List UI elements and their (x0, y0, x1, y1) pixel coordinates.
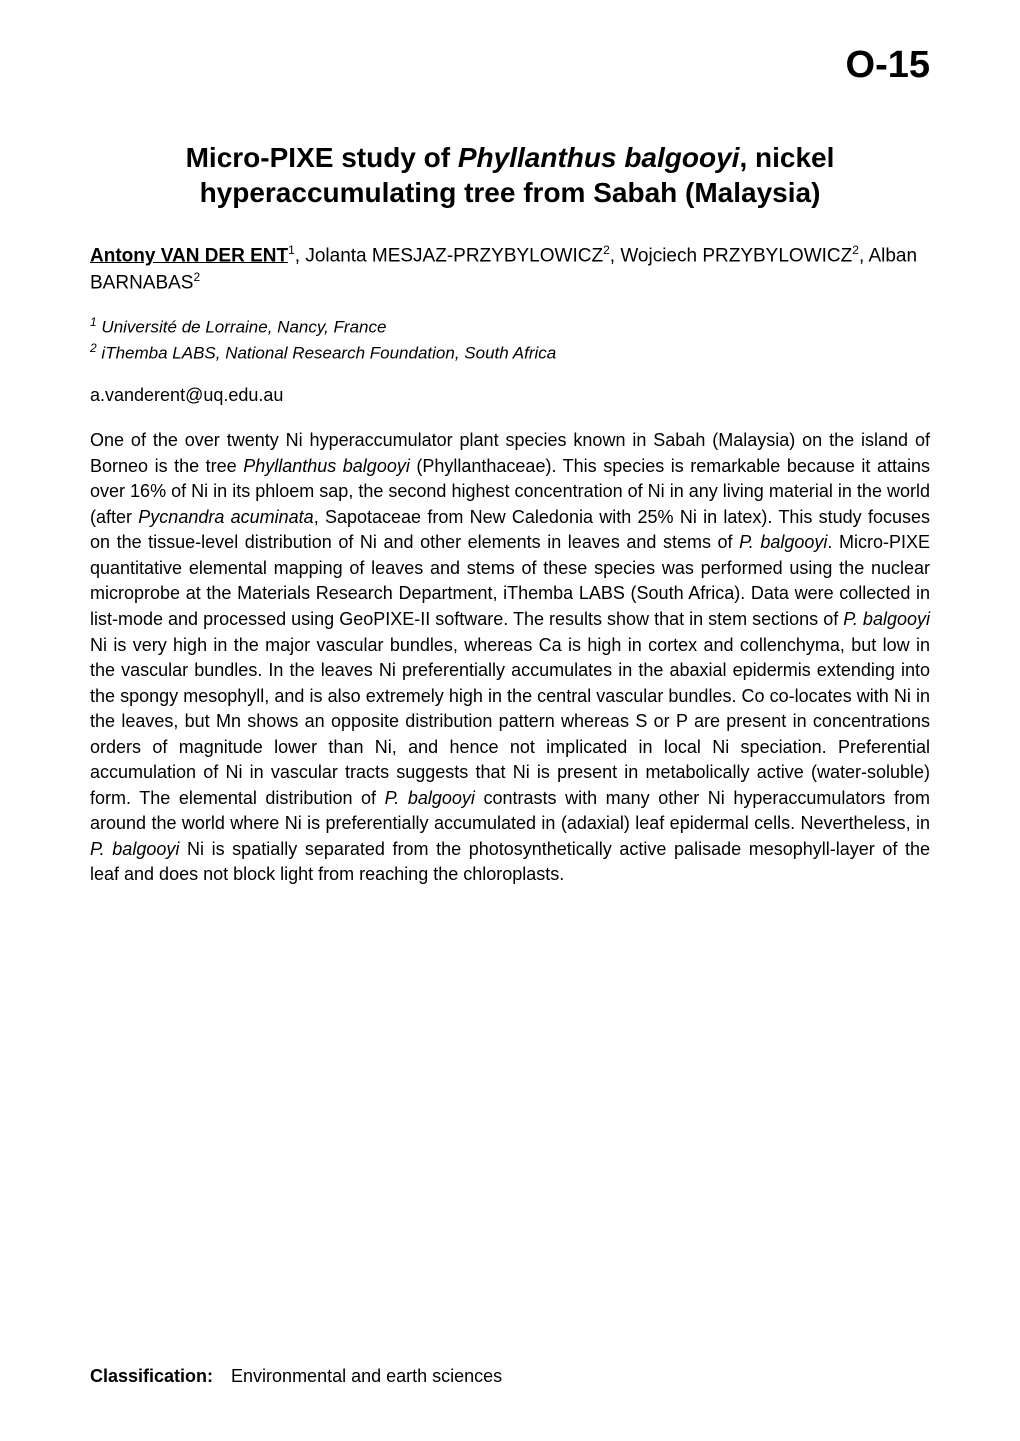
classification-value: Environmental and earth sciences (231, 1366, 502, 1386)
author-2: , Jolanta MESJAZ-PRZYBYLOWICZ (295, 245, 603, 266)
author-2-affil-sup: 2 (603, 243, 610, 257)
paper-title: Micro-PIXE study of Phyllanthus balgooyi… (90, 140, 930, 210)
lead-author: Antony VAN DER ENT (90, 245, 288, 266)
abstract-body: One of the over twenty Ni hyperaccumulat… (90, 428, 930, 888)
affiliation-2: 2 iThemba LABS, National Research Founda… (90, 340, 930, 366)
affiliation-1: 1 Université de Lorraine, Nancy, France (90, 314, 930, 340)
abstract-species-1: Phyllanthus balgooyi (243, 456, 410, 476)
author-4-affil-sup: 2 (193, 270, 200, 284)
abstract-text-7: Ni is spatially separated from the photo… (90, 839, 930, 885)
affiliation-2-sup: 2 (90, 341, 97, 355)
page-header-id: O-15 (846, 44, 930, 87)
classification-label: Classification: (90, 1366, 213, 1386)
abstract-species-4: P. balgooyi (843, 609, 930, 629)
abstract-species-3: P. balgooyi (739, 532, 827, 552)
affiliation-2-text: iThemba LABS, National Research Foundati… (97, 343, 557, 362)
title-species: Phyllanthus balgooyi (458, 142, 740, 173)
author-3: , Wojciech PRZYBYLOWICZ (610, 245, 852, 266)
title-part-2: hyperaccumulating tree from Sabah (Malay… (200, 177, 821, 208)
abstract-species-2: Pycnandra acuminata (138, 507, 313, 527)
affiliation-1-sup: 1 (90, 315, 97, 329)
title-part-1-tail: , nickel (739, 142, 834, 173)
classification-footer: Classification: Environmental and earth s… (90, 1366, 502, 1387)
corresponding-email: a.vanderent@uq.edu.au (90, 385, 930, 406)
title-part-1: Micro-PIXE study of (186, 142, 458, 173)
authors-block: Antony VAN DER ENT1, Jolanta MESJAZ-PRZY… (90, 242, 930, 296)
abstract-species-5: P. balgooyi (385, 788, 475, 808)
abstract-text-5: Ni is very high in the major vascular bu… (90, 635, 930, 808)
lead-author-affil-sup: 1 (288, 243, 295, 257)
abstract-species-6: P. balgooyi (90, 839, 179, 859)
affiliation-1-text: Université de Lorraine, Nancy, France (97, 318, 387, 337)
affiliations-block: 1 Université de Lorraine, Nancy, France … (90, 314, 930, 365)
page: O-15 Micro-PIXE study of Phyllanthus bal… (0, 0, 1020, 1441)
author-3-affil-sup: 2 (852, 243, 859, 257)
